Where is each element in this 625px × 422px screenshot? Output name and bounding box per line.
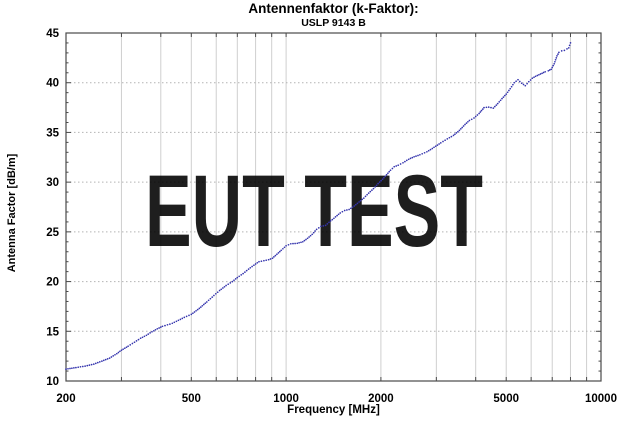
grid-layer [66,33,601,381]
svg-text:10000: 10000 [585,393,617,405]
svg-text:20: 20 [46,277,59,289]
svg-text:45: 45 [46,28,59,40]
svg-text:5000: 5000 [493,393,519,405]
watermark-text: EUT TEST [145,154,483,268]
svg-text:40: 40 [46,78,59,90]
svg-text:200: 200 [56,393,75,405]
svg-text:2000: 2000 [368,393,394,405]
y-axis-label: Antenna Factor [dB/m] [6,153,18,273]
antenna-factor-curve [65,42,572,370]
svg-text:15: 15 [46,326,59,338]
svg-text:30: 30 [46,177,59,189]
svg-text:10: 10 [46,376,59,388]
axis-frame: 200 500 1000 2000 5000 10000 45 40 35 30 25 20 15 10 [46,28,617,405]
chart-title: Antennenfaktor (k-Faktor): [248,1,419,16]
svg-text:500: 500 [182,393,201,405]
svg-text:35: 35 [46,127,59,139]
chart-subtitle: USLP 9143 B [301,17,366,29]
svg-text:25: 25 [46,227,59,239]
svg-text:1000: 1000 [273,393,299,405]
x-axis-label: Frequency [MHz] [287,404,380,416]
